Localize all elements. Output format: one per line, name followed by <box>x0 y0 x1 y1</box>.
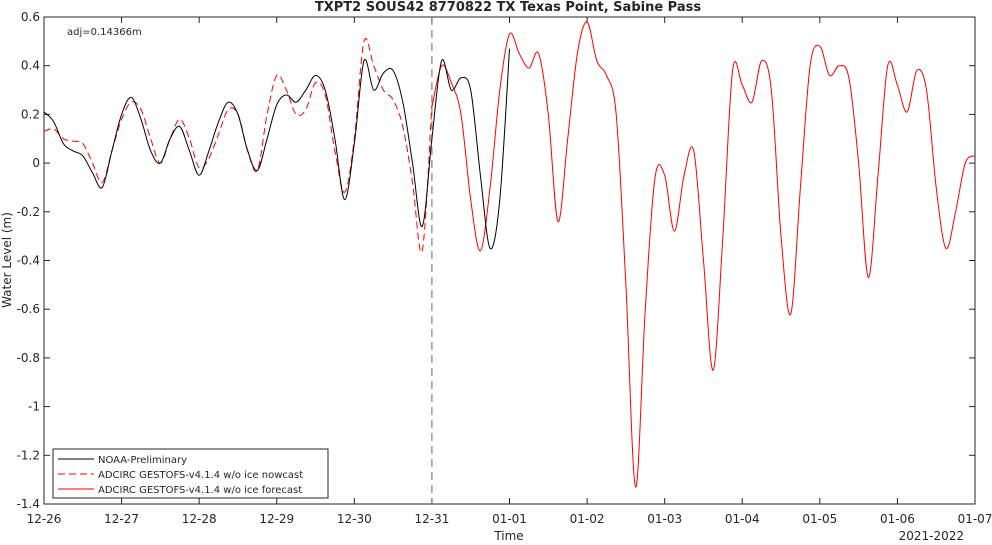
y-tick-label: 0.6 <box>21 10 40 24</box>
x-tick-label: 01-05 <box>802 512 837 526</box>
y-tick-label: -0.2 <box>17 205 40 219</box>
x-tick-label: 01-06 <box>880 512 915 526</box>
y-tick-label: -1.4 <box>17 497 40 511</box>
x-tick-label: 12-29 <box>259 512 294 526</box>
x-axis-label: Time <box>493 529 523 541</box>
series-line-noaa-preliminary <box>43 48 510 250</box>
chart-title: TXPT2 SOUS42 8770822 TX Texas Point, Sab… <box>315 0 701 15</box>
y-tick-label: -0.6 <box>17 302 40 316</box>
series-layer <box>43 21 976 488</box>
legend-label-forecast: ADCIRC GESTOFS-v4.1.4 w/o ice forecast <box>98 485 302 496</box>
legend-label-nowcast: ADCIRC GESTOFS-v4.1.4 w/o ice nowcast <box>98 470 303 481</box>
x-tick-label: 12-28 <box>182 512 217 526</box>
year-range-label: 2021-2022 <box>899 529 964 541</box>
x-tick-label: 12-30 <box>337 512 372 526</box>
x-axis-ticks: 12-26 12-27 12-28 12-29 12-30 12-31 01-01 01-02… <box>27 17 992 526</box>
x-tick-label: 01-02 <box>570 512 605 526</box>
legend: NOAA-Preliminary ADCIRC GESTOFS-v4.1.4 w… <box>52 448 329 499</box>
x-tick-label: 01-01 <box>492 512 527 526</box>
plot-area <box>43 16 976 505</box>
y-axis-ticks: -1.4 -1.2 -1 -0.8 -0.6 -0.4 -0.2 0 0.2 0.4 0.6 <box>17 10 975 511</box>
series-line-forecast <box>431 21 976 488</box>
x-tick-label: 12-27 <box>104 512 139 526</box>
legend-label-noaa: NOAA-Preliminary <box>98 455 187 466</box>
y-tick-label: -0.4 <box>17 254 40 268</box>
x-tick-label: 01-03 <box>647 512 682 526</box>
y-tick-label: 0.4 <box>21 59 40 73</box>
adjustment-annotation: adj=0.14366m <box>67 27 142 38</box>
legend-box <box>52 448 329 499</box>
y-tick-label: 0.2 <box>21 107 40 121</box>
y-tick-label: -0.8 <box>17 351 40 365</box>
x-tick-label: 01-04 <box>725 512 760 526</box>
y-axis-label: Water Level (m) <box>0 212 14 308</box>
y-tick-label: -1.2 <box>17 448 40 462</box>
x-tick-label: 12-26 <box>27 512 62 526</box>
x-tick-label: 12-31 <box>414 512 449 526</box>
y-tick-label: 0 <box>32 156 40 170</box>
y-tick-label: -1 <box>28 400 40 414</box>
x-tick-label: 01-07 <box>958 512 992 526</box>
